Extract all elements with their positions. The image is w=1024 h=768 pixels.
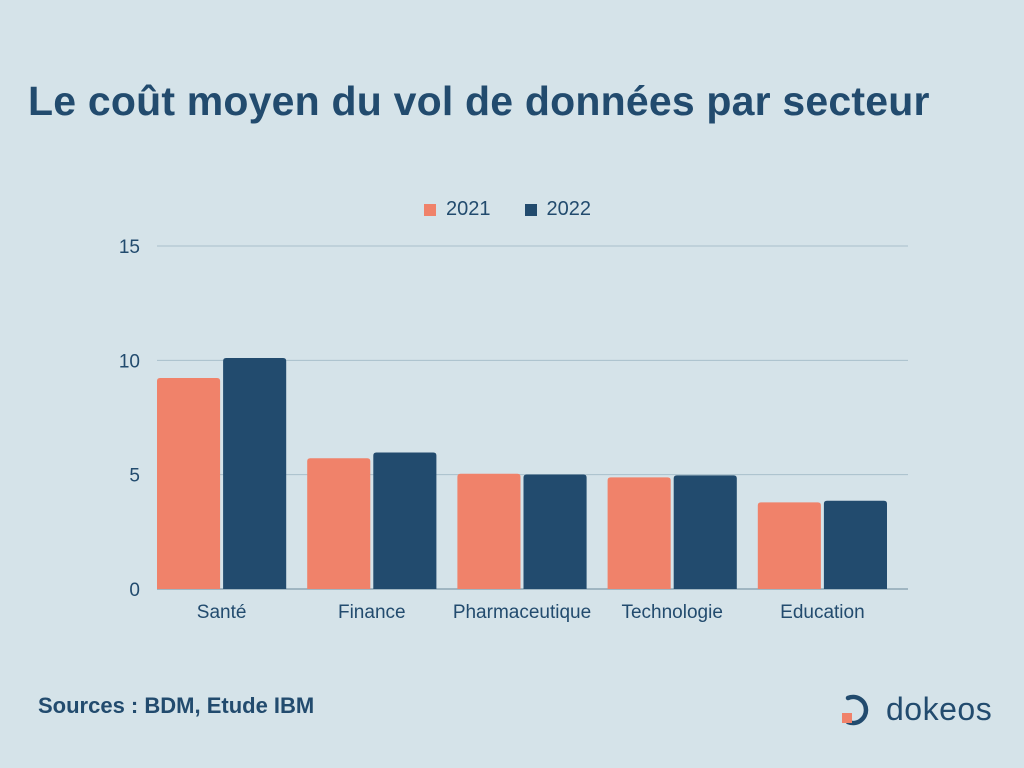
legend-item-2022: 2022	[524, 198, 592, 221]
bar-2021-4	[757, 502, 821, 589]
y-tick-label: 0	[129, 580, 140, 601]
bars	[157, 358, 887, 589]
legend-label-2022: 2022	[546, 198, 592, 220]
y-tick-label: 15	[119, 237, 140, 258]
bar-2021-2	[457, 473, 521, 589]
x-tick-label: Santé	[197, 602, 247, 623]
x-axis-ticks: Santé Finance Pharmaceutique Technologie Edu…	[197, 602, 865, 623]
x-tick-label: Finance	[338, 602, 406, 623]
legend-item-2021: 2021	[424, 198, 491, 221]
y-axis-ticks: 0 5 10 15	[119, 237, 140, 601]
legend-label-2021: 2021	[446, 198, 491, 220]
y-tick-label: 5	[129, 466, 140, 487]
legend-swatch-2021	[424, 203, 436, 216]
chart-title: Le coût moyen du vol de données par sect…	[28, 78, 930, 124]
bar-2022-2	[523, 474, 587, 589]
bar-2022-0	[223, 358, 287, 589]
bar-2021-0	[157, 377, 221, 589]
sources-note: Sources : BDM, Etude IBM	[38, 693, 315, 718]
x-tick-label: Technologie	[621, 602, 722, 623]
bar-2022-1	[373, 452, 437, 589]
chart-legend: 2021 2022	[424, 198, 591, 221]
y-tick-label: 10	[119, 351, 140, 372]
dokeos-logo-icon	[842, 694, 869, 726]
dokeos-logo: dokeos	[838, 690, 992, 728]
legend-swatch-2022	[524, 203, 537, 216]
bar-2022-3	[673, 475, 737, 589]
bar-2022-4	[823, 500, 887, 589]
logo-text: dokeos	[886, 690, 993, 727]
x-tick-label: Education	[780, 602, 865, 623]
x-tick-label: Pharmaceutique	[453, 602, 591, 623]
bar-2021-1	[307, 458, 371, 589]
bar-2021-3	[607, 477, 671, 589]
